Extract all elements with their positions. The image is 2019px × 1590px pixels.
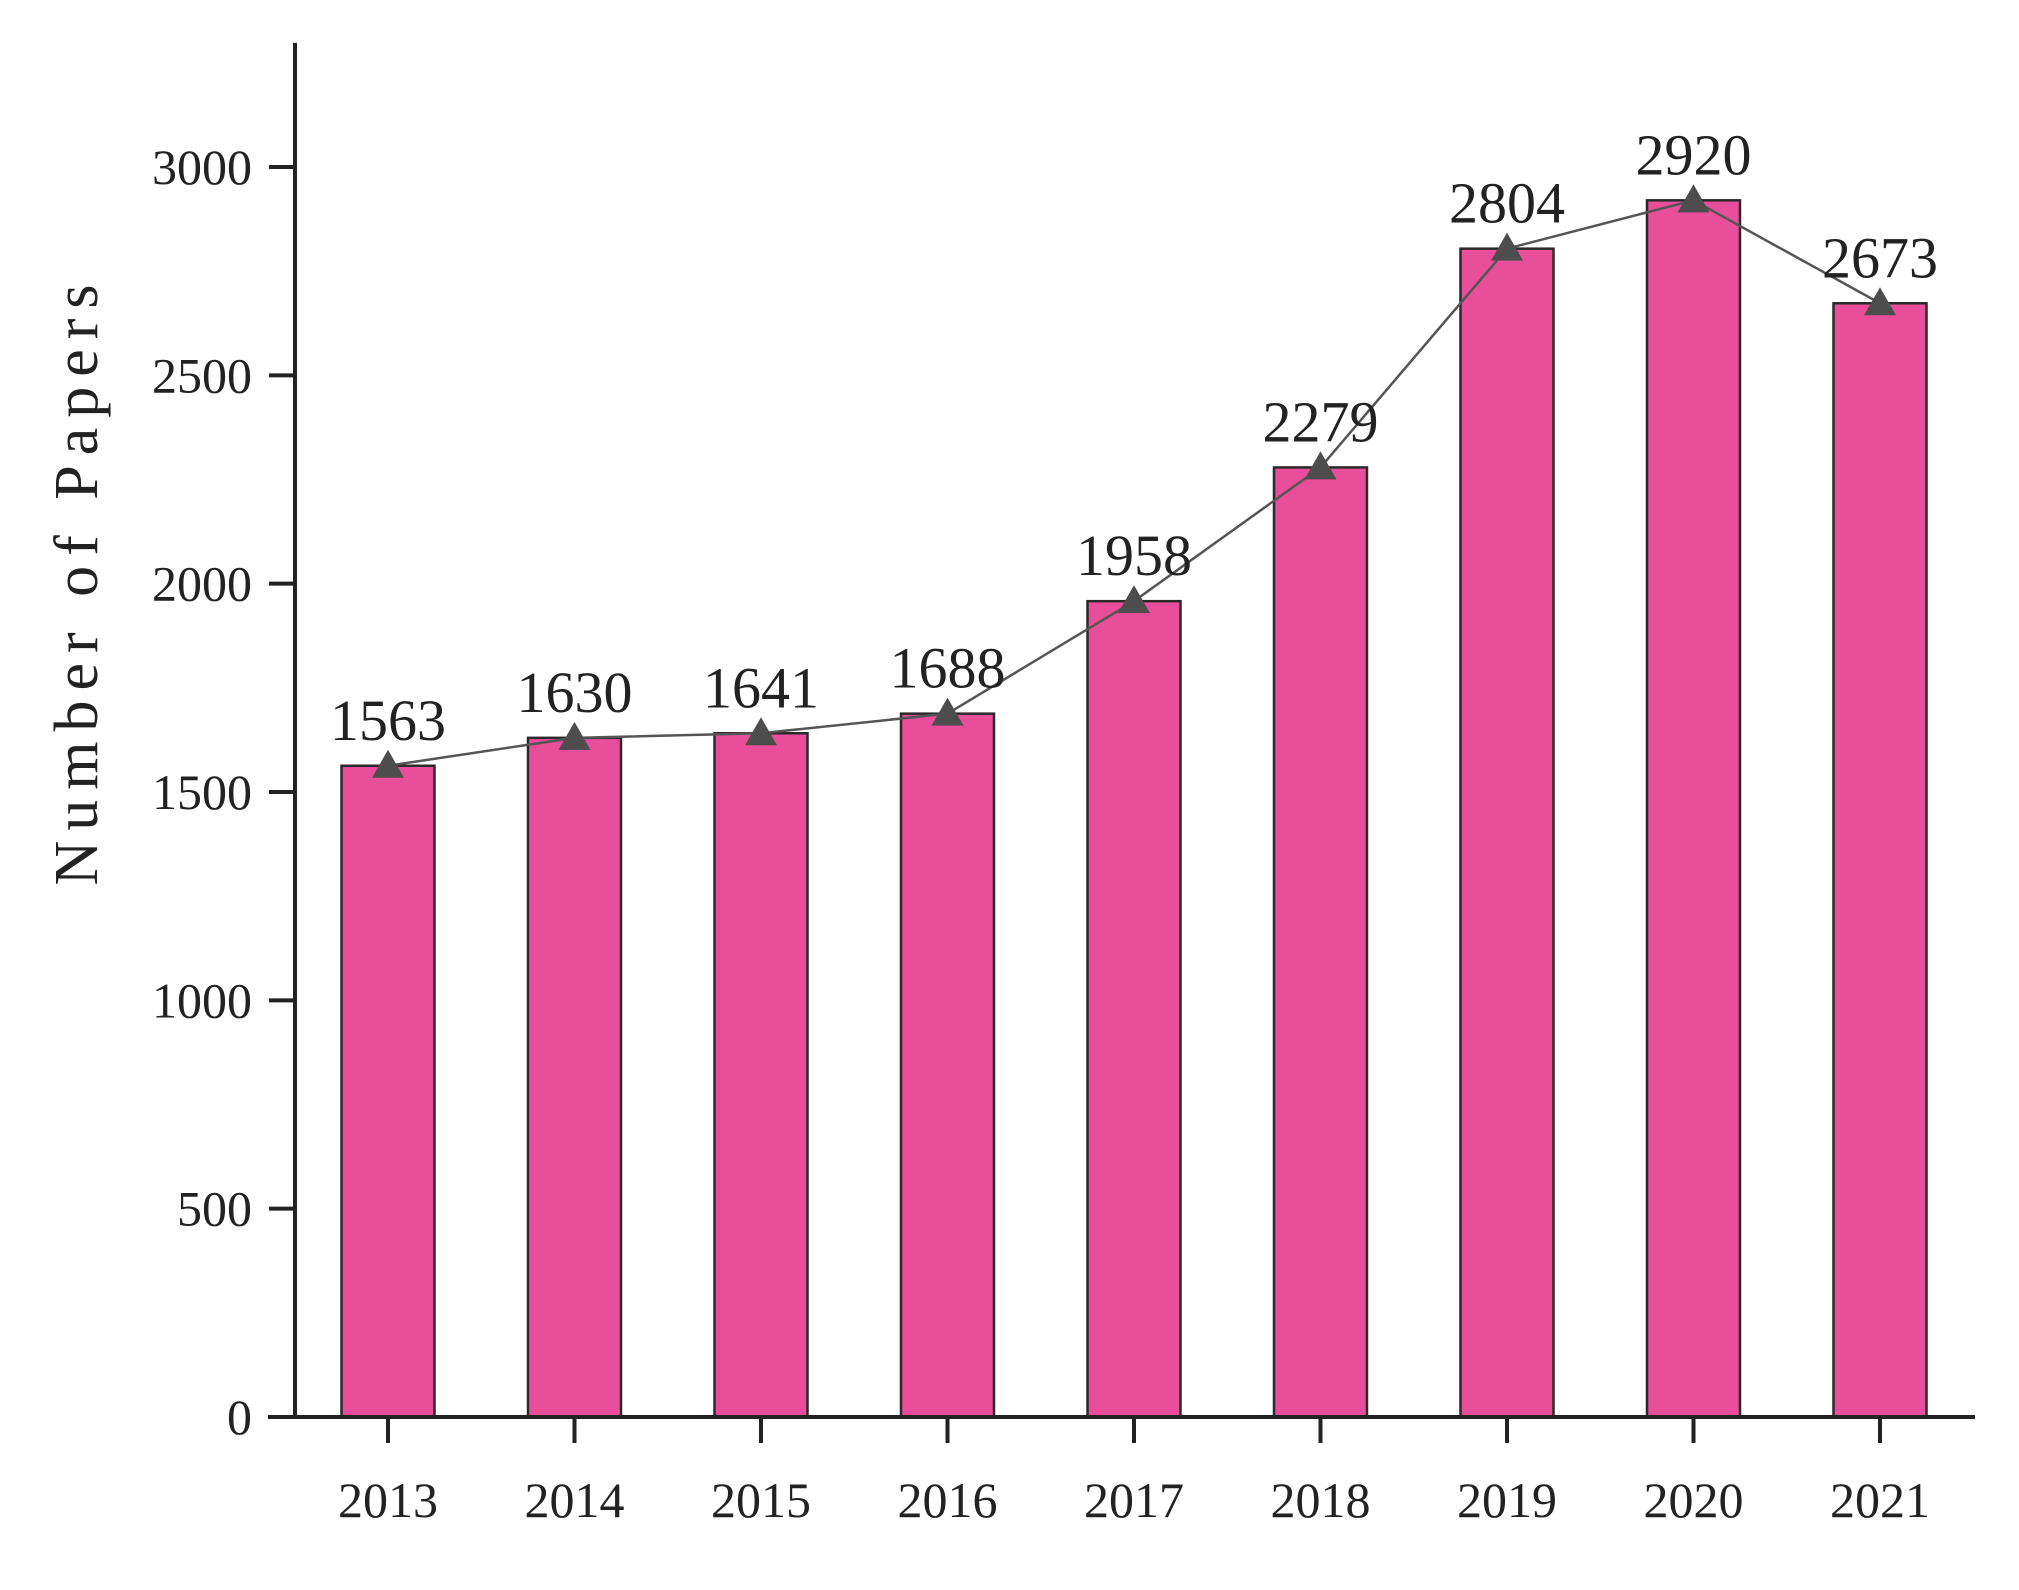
x-tick-label-2014: 2014 xyxy=(525,1472,625,1528)
marker-2013 xyxy=(372,749,404,778)
marker-2015 xyxy=(745,717,777,746)
y-tick-label-1500: 1500 xyxy=(152,764,252,820)
marker-2020 xyxy=(1677,184,1710,213)
bar-2015 xyxy=(713,732,809,1419)
marker-2018 xyxy=(1304,451,1337,480)
y-tick-label-2500: 2500 xyxy=(152,347,252,403)
x-tick-label-2018: 2018 xyxy=(1271,1472,1371,1528)
data-labels: 1563 1630 1641 1688 1958 2279 2804 2920 2673 xyxy=(330,122,1938,752)
marker-2016 xyxy=(931,697,964,726)
data-label-2021: 2673 xyxy=(1822,225,1938,290)
data-label-2016: 1688 xyxy=(890,636,1006,701)
bars xyxy=(340,199,1928,1419)
y-tick-label-1000: 1000 xyxy=(152,972,252,1028)
bar-2019 xyxy=(1459,247,1555,1419)
data-label-2017: 1958 xyxy=(1076,523,1192,588)
bar-2020 xyxy=(1645,199,1742,1419)
bar-2014 xyxy=(526,736,623,1419)
x-tick-label-2020: 2020 xyxy=(1644,1472,1744,1528)
y-tick-label-500: 500 xyxy=(177,1181,252,1237)
bar-2021 xyxy=(1832,302,1928,1419)
bar-2016 xyxy=(899,712,996,1419)
x-tick-label-2021: 2021 xyxy=(1830,1472,1930,1528)
data-label-2018: 2279 xyxy=(1263,389,1379,454)
bar-2013 xyxy=(340,764,436,1419)
bar-2018 xyxy=(1272,466,1369,1419)
y-tick-label-3000: 3000 xyxy=(152,139,252,195)
bar-2017 xyxy=(1086,599,1182,1419)
data-label-2013: 1563 xyxy=(330,688,446,753)
trend-line-group xyxy=(372,184,1896,778)
y-tick-label-0: 0 xyxy=(227,1389,252,1445)
marker-2019 xyxy=(1491,232,1523,261)
x-tick-label-2015: 2015 xyxy=(711,1472,811,1528)
y-tick-label-2000: 2000 xyxy=(152,556,252,612)
x-tick-label-2019: 2019 xyxy=(1457,1472,1557,1528)
marker-2014 xyxy=(558,721,591,750)
x-tick-label-2013: 2013 xyxy=(338,1472,438,1528)
axes: 0 500 1000 1500 2000 2500 3000 2013 2014 2015 2016… xyxy=(152,42,1975,1528)
y-axis-title: Number of Papers xyxy=(43,274,111,885)
data-label-2014: 1630 xyxy=(517,660,633,725)
data-label-2019: 2804 xyxy=(1449,171,1565,236)
x-tick-label-2017: 2017 xyxy=(1084,1472,1184,1528)
x-tick-label-2016: 2016 xyxy=(898,1472,998,1528)
marker-2021 xyxy=(1864,287,1896,316)
marker-2017 xyxy=(1118,585,1150,614)
data-label-2020: 2920 xyxy=(1636,122,1752,187)
data-label-2015: 1641 xyxy=(703,655,819,720)
